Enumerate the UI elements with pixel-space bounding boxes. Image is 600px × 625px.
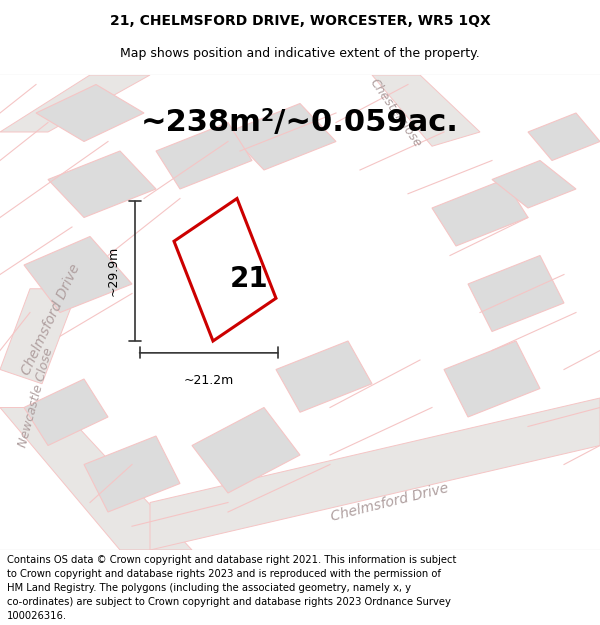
Text: Chelmsford Drive: Chelmsford Drive xyxy=(19,262,83,378)
Polygon shape xyxy=(276,341,372,412)
Polygon shape xyxy=(444,341,540,417)
Text: Chelmsford Drive: Chelmsford Drive xyxy=(329,481,451,524)
Polygon shape xyxy=(174,199,276,341)
Text: Newcastle Close: Newcastle Close xyxy=(16,347,56,449)
Text: ~21.2m: ~21.2m xyxy=(184,374,234,388)
Polygon shape xyxy=(228,104,336,170)
Text: co-ordinates) are subject to Crown copyright and database rights 2023 Ordnance S: co-ordinates) are subject to Crown copyr… xyxy=(7,597,451,607)
Polygon shape xyxy=(0,408,192,550)
Polygon shape xyxy=(0,289,78,384)
Polygon shape xyxy=(156,122,252,189)
Text: Map shows position and indicative extent of the property.: Map shows position and indicative extent… xyxy=(120,48,480,61)
Text: HM Land Registry. The polygons (including the associated geometry, namely x, y: HM Land Registry. The polygons (includin… xyxy=(7,583,411,593)
Text: to Crown copyright and database rights 2023 and is reproduced with the permissio: to Crown copyright and database rights 2… xyxy=(7,569,441,579)
Polygon shape xyxy=(528,113,600,161)
Text: 21, CHELMSFORD DRIVE, WORCESTER, WR5 1QX: 21, CHELMSFORD DRIVE, WORCESTER, WR5 1QX xyxy=(110,14,490,28)
Polygon shape xyxy=(432,179,528,246)
Polygon shape xyxy=(192,408,300,493)
Text: 100026316.: 100026316. xyxy=(7,611,67,621)
Polygon shape xyxy=(468,256,564,331)
Text: 21: 21 xyxy=(230,265,268,293)
Polygon shape xyxy=(36,84,144,141)
Text: Chesterclose: Chesterclose xyxy=(367,76,425,150)
Polygon shape xyxy=(84,436,180,512)
Polygon shape xyxy=(372,75,480,146)
Polygon shape xyxy=(24,236,132,312)
Text: ~29.9m: ~29.9m xyxy=(107,246,120,296)
Polygon shape xyxy=(0,75,150,132)
Polygon shape xyxy=(150,398,600,550)
Polygon shape xyxy=(24,379,108,446)
Text: ~238m²/~0.059ac.: ~238m²/~0.059ac. xyxy=(141,108,459,137)
Polygon shape xyxy=(48,151,156,218)
Polygon shape xyxy=(492,161,576,208)
Text: Contains OS data © Crown copyright and database right 2021. This information is : Contains OS data © Crown copyright and d… xyxy=(7,555,457,565)
